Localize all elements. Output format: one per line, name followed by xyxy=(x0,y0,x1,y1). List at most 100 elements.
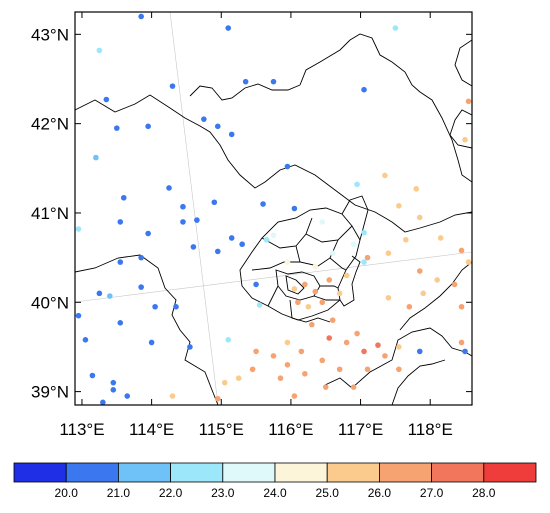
station-marker xyxy=(270,353,277,359)
lon-tick-label: 118°E xyxy=(408,420,453,439)
station-marker xyxy=(180,219,186,225)
colorbar-swatch xyxy=(118,462,172,483)
lon-tick-label: 114°E xyxy=(129,420,174,439)
station-marker xyxy=(416,214,423,221)
station-marker xyxy=(465,259,472,265)
colorbar-swatch xyxy=(65,462,119,483)
station-marker xyxy=(75,312,82,319)
colorbar-label: 24.0 xyxy=(263,486,287,500)
station-marker xyxy=(434,277,440,283)
colorbar-label: 20.0 xyxy=(55,486,79,500)
colorbar-label: 25.0 xyxy=(316,486,340,500)
station-marker xyxy=(326,277,333,283)
station-marker xyxy=(385,250,392,256)
station-marker xyxy=(113,125,120,131)
station-marker xyxy=(413,186,420,192)
station-marker xyxy=(173,303,179,310)
station-marker xyxy=(260,201,266,207)
station-marker xyxy=(458,247,465,254)
station-marker xyxy=(361,348,367,355)
lon-tick-label: 117°E xyxy=(338,420,383,439)
station-marker xyxy=(100,399,106,405)
colorbar-label: 23.0 xyxy=(211,486,235,500)
station-marker xyxy=(319,357,326,364)
station-marker xyxy=(375,342,381,348)
station-marker xyxy=(364,366,371,373)
station-marker xyxy=(416,348,423,355)
station-marker xyxy=(361,229,367,236)
station-marker xyxy=(284,259,291,265)
station-marker xyxy=(406,303,413,310)
station-marker xyxy=(253,348,259,355)
station-marker xyxy=(382,353,388,359)
station-marker xyxy=(239,241,245,248)
station-marker xyxy=(211,199,218,206)
station-marker xyxy=(354,181,360,188)
station-marker xyxy=(361,86,367,93)
station-marker xyxy=(329,317,336,323)
station-marker xyxy=(138,254,144,261)
lon-tick-label: 115°E xyxy=(199,420,244,439)
graticule-line xyxy=(169,12,219,405)
station-marker xyxy=(309,321,315,328)
station-marker xyxy=(96,290,103,297)
station-marker xyxy=(221,379,228,386)
station-marker xyxy=(465,98,472,105)
station-marker xyxy=(256,302,263,308)
station-marker xyxy=(225,336,232,343)
station-marker xyxy=(420,290,427,297)
station-marker xyxy=(110,387,117,393)
station-marker xyxy=(263,236,270,243)
station-marker xyxy=(194,217,200,223)
station-marker xyxy=(312,288,319,295)
colorbar-swatch xyxy=(483,462,537,483)
colorbar-label: 21.0 xyxy=(107,486,131,500)
station-marker xyxy=(392,25,399,31)
station-marker xyxy=(124,393,131,399)
colorbar-swatch xyxy=(222,462,276,483)
station-marker xyxy=(295,299,301,306)
station-marker xyxy=(152,303,158,310)
station-marker xyxy=(291,393,298,399)
station-marker xyxy=(385,295,392,301)
station-marker xyxy=(187,344,193,350)
lon-tick-label: 116°E xyxy=(268,420,313,439)
station-marker xyxy=(277,375,284,382)
latitude-axis: 43°N 42°N 41°N 40°N 39°N xyxy=(31,25,472,402)
colorbar-swatch xyxy=(378,462,432,483)
station-marker xyxy=(451,281,458,288)
lat-tick-label: 43°N xyxy=(31,25,69,44)
station-marker xyxy=(403,236,409,243)
station-marker xyxy=(312,263,319,270)
station-marker xyxy=(214,248,221,255)
station-marker xyxy=(319,219,326,225)
station-marker xyxy=(458,339,465,346)
station-marker xyxy=(148,339,155,346)
station-marker xyxy=(235,375,242,382)
station-marker xyxy=(382,172,388,179)
station-marker xyxy=(180,203,186,210)
station-marker xyxy=(284,362,291,368)
colorbar-swatch xyxy=(170,462,224,483)
station-marker xyxy=(96,47,103,54)
station-marker xyxy=(117,259,124,265)
station-marker xyxy=(302,370,308,377)
station-marker xyxy=(117,320,124,326)
station-marker xyxy=(120,194,127,201)
station-marker xyxy=(361,259,367,265)
station-marker xyxy=(350,241,357,248)
station-marker xyxy=(350,384,357,390)
station-marker xyxy=(110,379,117,386)
station-marker xyxy=(458,303,465,310)
longitude-axis: 113°E 114°E 115°E 116°E 117°E 118°E xyxy=(59,12,453,439)
station-marker xyxy=(396,203,402,209)
station-marker xyxy=(190,244,197,250)
lon-tick-label: 113°E xyxy=(59,420,104,439)
station-marker xyxy=(336,290,343,297)
lat-tick-label: 39°N xyxy=(31,383,69,402)
station-marker xyxy=(354,330,360,337)
station-marker xyxy=(336,366,343,373)
station-marker xyxy=(166,185,172,191)
lat-tick-label: 41°N xyxy=(31,204,69,223)
station-marker xyxy=(145,123,151,130)
